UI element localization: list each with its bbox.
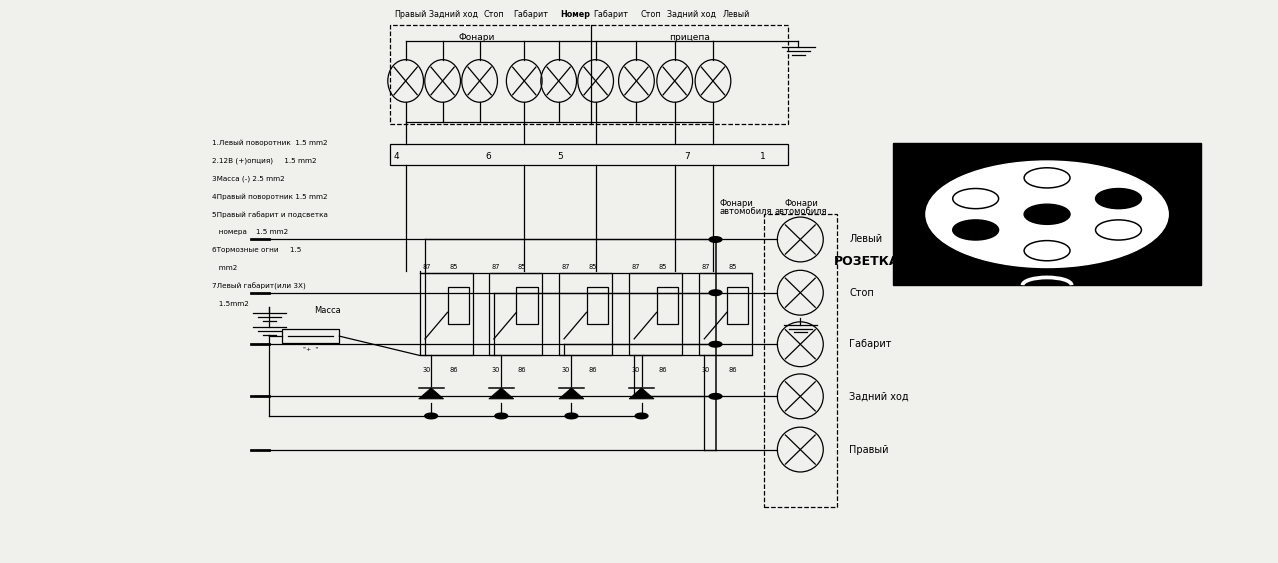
Text: 6: 6 (486, 151, 492, 160)
Polygon shape (489, 388, 514, 399)
Circle shape (709, 341, 722, 347)
Text: 86: 86 (588, 367, 597, 373)
Circle shape (927, 161, 1168, 267)
Text: 2.12В (+)опция)     1.5 mm2: 2.12В (+)опция) 1.5 mm2 (212, 157, 317, 164)
Text: 5: 5 (897, 225, 902, 234)
Text: 1: 1 (1082, 169, 1088, 178)
Text: Фонари: Фонари (459, 33, 496, 42)
Text: Габарит: Габарит (593, 10, 627, 19)
Text: 86: 86 (449, 367, 458, 373)
Text: 85: 85 (449, 263, 458, 270)
Text: 7Левый габарит(или 3Х): 7Левый габарит(или 3Х) (212, 282, 305, 289)
Text: 85: 85 (518, 263, 527, 270)
Text: 4: 4 (394, 151, 400, 160)
Text: 85: 85 (728, 263, 737, 270)
Text: прицепа: прицепа (670, 33, 711, 42)
Text: Стоп: Стоп (640, 10, 661, 19)
Circle shape (1095, 220, 1141, 240)
Circle shape (952, 189, 998, 209)
Text: автомобиля: автомобиля (774, 207, 827, 216)
Circle shape (1024, 240, 1070, 261)
Text: Задний ход: Задний ход (667, 10, 716, 19)
Text: Стоп: Стоп (483, 10, 504, 19)
Text: 1.5mm2: 1.5mm2 (212, 301, 249, 307)
Text: 2: 2 (1154, 194, 1159, 203)
Text: Номер: Номер (560, 10, 590, 19)
Text: Стоп: Стоп (850, 288, 874, 298)
Text: Габарит: Габарит (512, 10, 548, 19)
Text: 3: 3 (1154, 230, 1159, 239)
Text: Левый: Левый (723, 10, 750, 19)
Text: 5Правый габарит и подсветка: 5Правый габарит и подсветка (212, 211, 327, 218)
Text: 30: 30 (702, 367, 709, 373)
Text: Фонари: Фонари (785, 199, 818, 208)
Text: 87: 87 (631, 263, 640, 270)
Text: 87: 87 (422, 263, 431, 270)
Text: номера    1.5 mm2: номера 1.5 mm2 (212, 229, 288, 235)
Text: 30: 30 (422, 367, 431, 373)
Text: Задний ход: Задний ход (850, 391, 909, 401)
FancyBboxPatch shape (893, 144, 1201, 285)
Text: Левый: Левый (850, 234, 883, 244)
Text: Правый: Правый (850, 445, 889, 454)
Circle shape (952, 220, 998, 240)
Polygon shape (629, 388, 654, 399)
Text: РОЗЕТКА: РОЗЕТКА (835, 256, 900, 269)
Circle shape (424, 413, 437, 419)
Text: автомобиля: автомобиля (720, 207, 772, 216)
Circle shape (709, 394, 722, 399)
Text: 3Масса (-) 2.5 mm2: 3Масса (-) 2.5 mm2 (212, 175, 285, 182)
Text: 6Тормозные огни     1.5: 6Тормозные огни 1.5 (212, 247, 302, 253)
Circle shape (1095, 189, 1141, 209)
Text: Масса: Масса (314, 306, 340, 315)
Text: 86: 86 (518, 367, 527, 373)
Circle shape (709, 290, 722, 296)
Text: 87: 87 (561, 263, 570, 270)
Text: 85: 85 (588, 263, 597, 270)
Text: 5: 5 (557, 151, 562, 160)
Text: 86: 86 (658, 367, 667, 373)
Text: 30: 30 (561, 367, 570, 373)
Circle shape (565, 413, 578, 419)
Text: 6: 6 (897, 194, 902, 203)
Text: 4Правый поворотник 1.5 mm2: 4Правый поворотник 1.5 mm2 (212, 193, 327, 200)
Text: Задний ход: Задний ход (428, 10, 478, 19)
Circle shape (709, 236, 722, 242)
Text: Правый: Правый (394, 10, 427, 19)
Text: 7: 7 (685, 151, 690, 160)
Text: 86: 86 (728, 367, 737, 373)
Polygon shape (419, 388, 443, 399)
Text: 4: 4 (1029, 265, 1034, 274)
Text: Габарит: Габарит (850, 339, 892, 349)
Text: 1: 1 (760, 151, 766, 160)
Text: 7: 7 (1082, 210, 1088, 219)
Text: 87: 87 (702, 263, 711, 270)
Circle shape (1024, 204, 1070, 225)
Text: mm2: mm2 (212, 265, 238, 271)
Text: 30: 30 (491, 367, 500, 373)
Circle shape (495, 413, 507, 419)
Text: "+  ": "+ " (303, 347, 318, 352)
Text: 1.Левый поворотник  1.5 mm2: 1.Левый поворотник 1.5 mm2 (212, 139, 327, 146)
Polygon shape (558, 388, 584, 399)
Text: Фонари: Фонари (720, 199, 753, 208)
Text: 85: 85 (658, 263, 667, 270)
Text: 30: 30 (631, 367, 640, 373)
Text: 87: 87 (491, 263, 500, 270)
Circle shape (1024, 168, 1070, 188)
Circle shape (635, 413, 648, 419)
